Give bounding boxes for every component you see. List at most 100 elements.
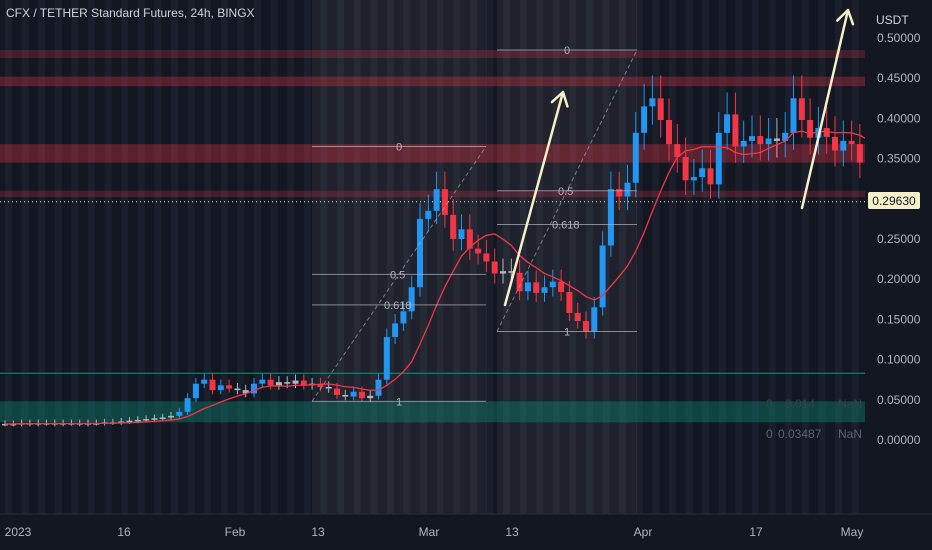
price-tick-label: 0.20000 — [877, 272, 921, 286]
candle-body — [715, 132, 722, 185]
candle-body — [275, 382, 282, 386]
candle-body — [118, 421, 125, 424]
candle-body — [840, 140, 847, 151]
fib-level-label: 0 — [564, 45, 570, 57]
candle-body — [350, 391, 357, 397]
background-stripe — [154, 0, 162, 514]
arrows-layer — [503, 8, 855, 307]
background-stripe — [569, 0, 577, 514]
candle-body — [151, 418, 158, 420]
background-stripe — [735, 0, 743, 514]
background-stripe — [38, 0, 46, 514]
time-tick-label: 16 — [117, 525, 131, 539]
background-stripe — [752, 0, 759, 514]
candle-body — [533, 282, 540, 293]
candle-body — [690, 177, 697, 181]
background-stripe — [552, 0, 560, 514]
time-axis[interactable]: 2023 16 Feb 13 Mar 13 Apr 17 May — [5, 525, 864, 539]
candle-body — [400, 311, 407, 324]
candle-body — [773, 138, 780, 141]
candle-body — [217, 385, 224, 391]
candle-body — [367, 395, 374, 399]
price-tick-label: 0.05000 — [877, 393, 921, 407]
background-stripe — [503, 0, 510, 514]
background-stripe — [187, 0, 195, 514]
candle-body — [259, 379, 266, 384]
background-stripe — [818, 0, 826, 514]
candle-body — [491, 261, 498, 274]
candle-body — [126, 420, 133, 423]
last-price-text: 0.29630 — [872, 194, 916, 208]
candle-body — [699, 168, 706, 178]
candle-body — [450, 214, 457, 239]
candle-body — [2, 423, 8, 426]
indicator-1-a: 0 — [766, 397, 773, 411]
candle-body — [134, 419, 141, 422]
price-tick-label: 0.40000 — [877, 111, 921, 125]
candle-body — [740, 140, 747, 147]
candle-body — [524, 282, 531, 292]
background-stripe — [386, 0, 394, 514]
indicator-2-b: 0.03487 — [778, 427, 822, 441]
background-stripe — [88, 0, 95, 514]
candle-body — [300, 380, 307, 386]
resistance-zone-4 — [0, 190, 865, 198]
candle-body — [682, 156, 689, 181]
time-tick-label: Feb — [225, 525, 246, 539]
fib-level-label: 0.618 — [384, 300, 412, 312]
candle-body — [358, 391, 365, 399]
chart-title: CFX / TETHER Standard Futures, 24h, BING… — [6, 6, 255, 20]
fib-layer: 0 0.5 0.618 1 0 0.5 0.618 1 — [311, 45, 638, 408]
price-tick-label: 0.35000 — [877, 152, 921, 166]
candle-body — [641, 106, 648, 133]
background-stripe — [104, 0, 112, 514]
candle-body — [823, 128, 830, 137]
candle-body — [408, 287, 415, 312]
background-stripe — [171, 0, 178, 514]
background-stripe — [54, 0, 62, 514]
candle-body — [143, 419, 150, 421]
candle-body — [583, 321, 589, 332]
candle-body — [209, 379, 216, 391]
background-stripe — [254, 0, 261, 514]
candle-body — [466, 229, 473, 249]
candle-body — [267, 379, 274, 386]
candle-body — [234, 388, 241, 391]
candle-body — [632, 132, 639, 183]
candle-body — [176, 411, 183, 416]
candle-body — [649, 98, 656, 107]
background-stripe — [453, 0, 461, 514]
price-axis[interactable] — [865, 0, 932, 514]
price-tick-label: 0.50000 — [877, 31, 921, 45]
arrow-up-2-head — [836, 8, 855, 26]
candle-body — [591, 307, 598, 332]
time-tick-label: May — [841, 525, 864, 539]
background-stripe — [469, 0, 477, 514]
candle-body — [657, 98, 664, 121]
background-stripe — [635, 0, 643, 514]
candle-body — [10, 423, 17, 426]
candle-body — [226, 385, 233, 389]
candle-body — [616, 189, 623, 197]
arrow-up-1-shaft — [503, 90, 565, 307]
background-stripe — [669, 0, 676, 514]
candle-body — [516, 272, 523, 292]
time-tick-label: 2023 — [5, 525, 32, 539]
fib-trend-line — [311, 146, 487, 402]
candle-body — [798, 98, 805, 121]
candle-body — [383, 337, 390, 380]
background-stripe — [652, 0, 660, 514]
background-stripe — [486, 0, 494, 514]
candle-body — [782, 132, 789, 141]
candle-body — [790, 98, 797, 133]
indicator-row-1: 0 0.014 NaN — [766, 397, 862, 411]
fib-level-label: 1 — [564, 326, 570, 338]
fib-trend-line — [496, 49, 638, 332]
fib-level-label: 1 — [396, 396, 402, 408]
resistance-zone-3 — [0, 144, 865, 163]
background-stripe — [137, 0, 145, 514]
background-stripe — [602, 0, 610, 514]
candle-body — [292, 380, 299, 384]
support-zone — [0, 401, 865, 423]
